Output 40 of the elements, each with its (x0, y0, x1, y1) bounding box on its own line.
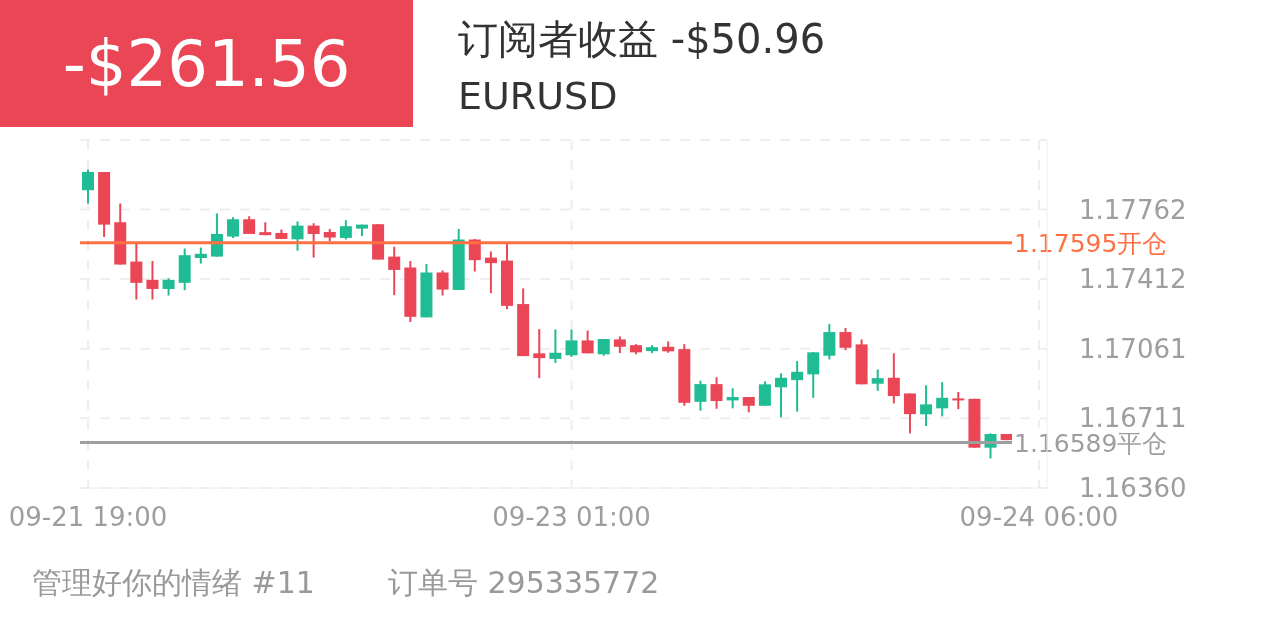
candlestick (339, 219, 352, 241)
y-tick-label: 1.17762 (1079, 194, 1187, 225)
candlestick (775, 372, 788, 419)
candlestick (920, 384, 933, 428)
candlestick (146, 259, 159, 301)
candlestick (436, 269, 449, 297)
y-tick-label: 1.16360 (1079, 473, 1187, 503)
candlestick (227, 216, 240, 239)
candlestick (903, 392, 916, 435)
candlestick (82, 168, 94, 205)
candlestick (710, 376, 723, 410)
candlestick (388, 245, 401, 297)
candlestick (130, 242, 143, 301)
candlestick (694, 379, 707, 412)
text: -$261.56 (0, 0, 413, 127)
candlestick (484, 250, 497, 295)
text: 订单号 295335772 (388, 564, 660, 602)
ref-line-label: 1.16589平仓 (1014, 428, 1168, 458)
y-tick-label: 1.17061 (1079, 333, 1187, 364)
x-tick-label: 09-24 06:00 (959, 502, 1119, 532)
chart-subtitle: EURUSD (458, 74, 618, 118)
candlestick (823, 323, 836, 361)
candlestick (291, 220, 304, 252)
candlestick (839, 326, 852, 352)
candlestick (533, 328, 546, 380)
ref-line-label: 1.17595开仓 (1014, 228, 1168, 258)
candlestick (871, 368, 884, 392)
candlestick (307, 222, 320, 259)
chart-title: 订阅者收益 -$50.96 (458, 15, 826, 64)
candlestick (887, 352, 900, 405)
text: 管理好你的情绪 #11 (32, 564, 315, 602)
x-tick-label: 09-21 19:00 (8, 502, 168, 532)
candlestick (936, 381, 949, 418)
candlestick (549, 328, 562, 364)
candlestick (791, 360, 804, 413)
candlestick (758, 380, 771, 407)
y-tick-label: 1.17412 (1079, 264, 1187, 295)
candlestick (807, 351, 820, 399)
candlestick (565, 328, 578, 358)
x-tick-label: 09-23 01:00 (492, 502, 651, 532)
